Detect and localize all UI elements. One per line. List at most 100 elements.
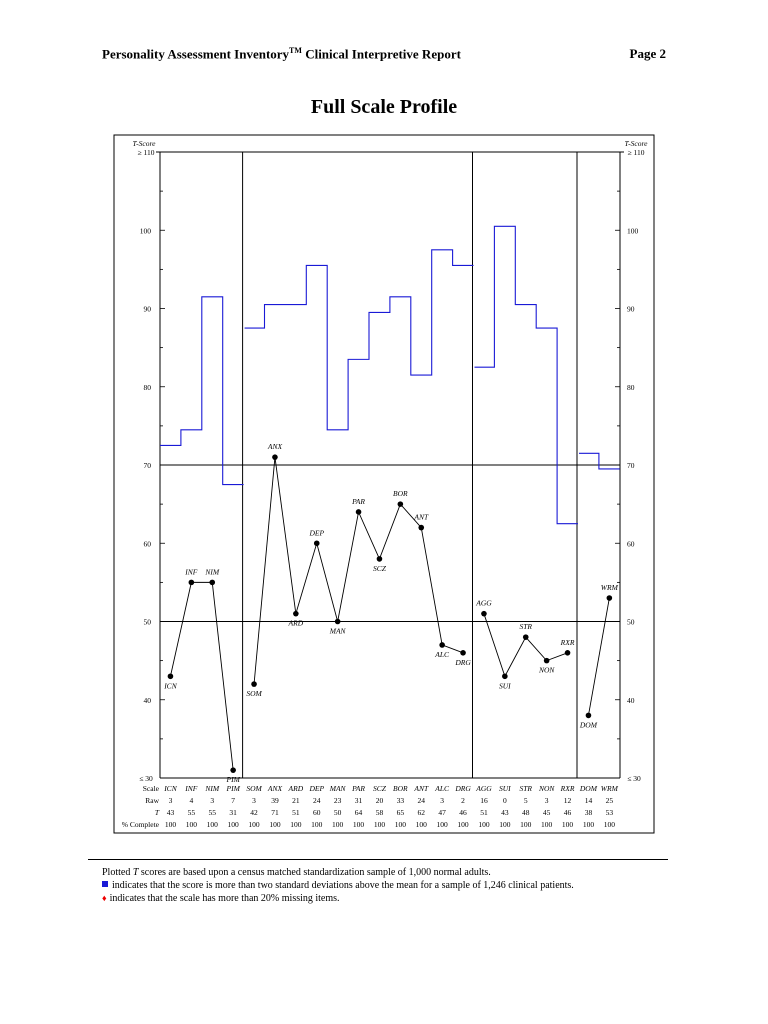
y-tick-label-left: 100 (140, 226, 152, 235)
y-axis-title-right: T-Score (625, 139, 649, 148)
data-point-ant (418, 524, 425, 531)
y-tick-label-left: 70 (144, 461, 152, 470)
table-cell-complete: 100 (520, 820, 532, 829)
table-cell-scale: INF (184, 784, 198, 793)
table-cell-scale: PAR (351, 784, 365, 793)
point-label-man: MAN (329, 627, 347, 636)
row-label-scale: Scale (143, 784, 160, 793)
data-point-icn (167, 673, 174, 680)
data-point-bor (397, 501, 404, 507)
y-tick-label-left: 60 (144, 539, 152, 548)
table-cell-raw: 0 (503, 796, 507, 805)
data-point-drg (460, 650, 466, 656)
table-cell-t: 42 (250, 808, 258, 817)
table-cell-scale: ALC (434, 784, 450, 793)
table-cell-scale: ARD (288, 784, 304, 793)
row-label-raw: Raw (145, 796, 159, 805)
data-point-nim (209, 579, 216, 586)
table-cell-scale: DEP (308, 784, 324, 793)
table-cell-t: 48 (522, 808, 530, 817)
y-bottom-label-right: ≤ 30 (627, 774, 641, 783)
table-cell-raw: 3 (210, 796, 214, 805)
table-cell-scale: DRG (454, 784, 471, 793)
table-cell-complete: 100 (562, 820, 574, 829)
table-cell-t: 43 (501, 808, 509, 817)
y-tick-label-right: 100 (627, 226, 639, 235)
table-cell-raw: 21 (292, 796, 300, 805)
profile-line-segment (588, 597, 610, 716)
table-cell-raw: 31 (355, 796, 363, 805)
table-cell-t: 65 (397, 808, 405, 817)
point-label-dep: DEP (308, 528, 324, 537)
table-cell-t: 58 (376, 808, 384, 817)
point-label-scz: SCZ (373, 564, 387, 573)
notes-divider (88, 859, 668, 860)
table-cell-raw: 39 (271, 796, 279, 805)
page-number: Page 2 (629, 46, 666, 61)
y-tick-label-right: 50 (627, 618, 635, 627)
table-cell-complete: 100 (269, 820, 281, 829)
blue-square-icon (102, 881, 108, 887)
table-cell-complete: 100 (374, 820, 386, 829)
table-cell-raw: 24 (313, 796, 321, 805)
point-label-ant: ANT (413, 513, 429, 522)
data-point-wrm (606, 595, 613, 601)
table-cell-t: 51 (480, 808, 488, 817)
y-tick-label-right: 60 (627, 539, 635, 548)
point-label-ard: ARD (288, 619, 304, 628)
footnote-clinical: indicates that the score is more than tw… (102, 879, 668, 892)
table-cell-raw: 2 (461, 796, 465, 805)
clinical-skyline-segment (244, 249, 474, 431)
data-point-ard (293, 610, 299, 617)
y-top-label-right: ≥ 110 (628, 148, 645, 157)
point-label-som: SOM (246, 689, 262, 698)
y-tick-label-right: 90 (627, 305, 635, 314)
report-title: Personality Assessment InventoryTM Clini… (102, 46, 461, 62)
table-cell-scale: NIM (204, 784, 220, 793)
table-cell-t: 71 (271, 808, 279, 817)
table-cell-t: 43 (167, 808, 175, 817)
table-cell-raw: 20 (376, 796, 384, 805)
y-tick-label-right: 40 (627, 696, 635, 705)
data-point-pim (230, 767, 236, 773)
profile-line-segment (170, 581, 234, 771)
table-cell-complete: 100 (457, 820, 469, 829)
table-cell-t: 31 (229, 808, 237, 817)
table-cell-t: 38 (585, 808, 593, 817)
point-label-rxr: RXR (560, 638, 575, 647)
table-cell-complete: 100 (311, 820, 323, 829)
y-tick-label-left: 80 (144, 383, 152, 392)
table-cell-t: 64 (355, 808, 363, 817)
y-tick-label-left: 50 (144, 618, 152, 627)
table-cell-raw: 16 (480, 796, 488, 805)
y-bottom-label-left: ≤ 30 (139, 774, 153, 783)
table-cell-t: 46 (459, 808, 467, 817)
trademark-mark: TM (289, 46, 302, 55)
table-cell-scale: WRM (601, 784, 619, 793)
table-cell-complete: 100 (478, 820, 490, 829)
table-cell-t: 46 (564, 808, 572, 817)
data-point-sui (502, 673, 508, 680)
table-cell-t: 55 (188, 808, 196, 817)
y-top-label-left: ≥ 110 (138, 148, 155, 157)
table-cell-raw: 3 (440, 796, 444, 805)
data-point-non (543, 657, 550, 664)
y-tick-label-right: 80 (627, 383, 635, 392)
point-label-anx: ANX (267, 442, 283, 451)
table-cell-raw: 5 (524, 796, 528, 805)
table-cell-scale: AGG (475, 784, 492, 793)
table-cell-scale: MAN (329, 784, 347, 793)
data-point-dom (585, 712, 592, 719)
table-cell-scale: PIM (225, 784, 240, 793)
point-label-alc: ALC (434, 650, 450, 659)
table-cell-scale: SOM (246, 784, 262, 793)
chart-title: Full Scale Profile (310, 96, 458, 118)
footnote-missing: ♦ indicates that the scale has more than … (102, 893, 340, 904)
table-cell-complete: 100 (290, 820, 302, 829)
data-point-anx (272, 454, 278, 460)
data-point-scz (376, 556, 383, 562)
point-label-wrm: WRM (601, 583, 619, 592)
clinical-skyline-segment (474, 225, 578, 525)
table-cell-t: 62 (418, 808, 426, 817)
